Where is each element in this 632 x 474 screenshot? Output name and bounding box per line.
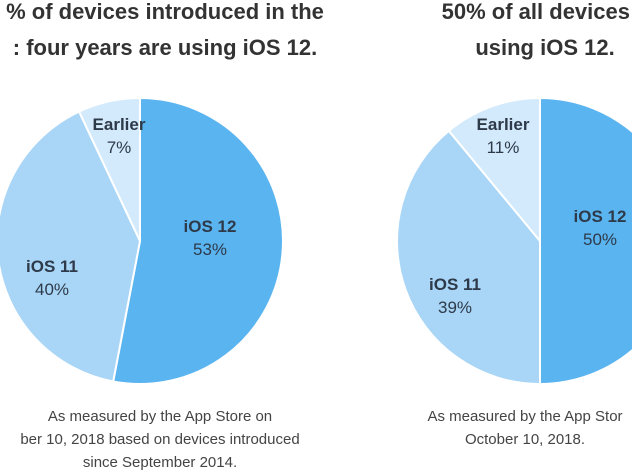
headline-left-line-1: % of devices introduced in the — [6, 0, 324, 24]
pie-right-slice-ios-12 — [539, 97, 632, 385]
headline-right-line-1: 50% of all devices a — [441, 0, 632, 24]
pie-right-value-ios-11: 39% — [438, 298, 472, 317]
pie-left-value-ios-11: 40% — [35, 280, 69, 299]
pie-left-label-ios-11: iOS 11 — [26, 257, 78, 276]
footnote-right-line-2: October 10, 2018. — [464, 431, 586, 448]
footnote-left-line-1: As measured by the App Store on — [47, 408, 273, 425]
pie-right-label-ios-12: iOS 12 — [574, 207, 627, 226]
footnote-left-line-2: ber 10, 2018 based on devices introduced — [20, 431, 300, 448]
pie-chart-right: iOS 12 50% iOS 11 39% Earlier 11% — [396, 97, 632, 385]
headline-right-line-2: using iOS 12. — [475, 35, 615, 60]
headline-left: % of devices introduced in the : four ye… — [0, 0, 380, 66]
footnote-left: As measured by the App Store on ber 10, … — [0, 405, 390, 474]
headline-left-line-2: : four years are using iOS 12. — [12, 35, 318, 60]
pie-left-slice-ios-12 — [112, 97, 284, 385]
pie-right-slice-earlier — [447, 97, 541, 242]
footnote-right-line-1: As measured by the App Stor — [427, 408, 623, 425]
pie-right-label-ios-11: iOS 11 — [429, 275, 481, 294]
pie-right-value-earlier: 11% — [487, 138, 520, 157]
pie-left-slice-earlier — [78, 97, 141, 242]
pie-left-label-earlier: Earlier — [93, 115, 146, 134]
pie-left-value-earlier: 7% — [107, 138, 132, 157]
pie-left-slice-ios-11 — [0, 110, 141, 383]
pie-right-slice-ios-11 — [396, 129, 541, 385]
footnote-left-line-3: since September 2014. — [82, 454, 238, 471]
headline-right: 50% of all devices a using iOS 12. — [380, 0, 632, 66]
pie-left-value-ios-12: 53% — [193, 240, 227, 259]
footnote-right: As measured by the App Stor October 10, … — [380, 405, 632, 451]
pie-right-label-earlier: Earlier — [477, 115, 530, 134]
pie-chart-left: iOS 12 53% iOS 11 40% Earlier 7% — [0, 97, 284, 385]
pie-right-value-ios-12: 50% — [583, 230, 617, 249]
pie-left-label-ios-12: iOS 12 — [184, 217, 237, 236]
